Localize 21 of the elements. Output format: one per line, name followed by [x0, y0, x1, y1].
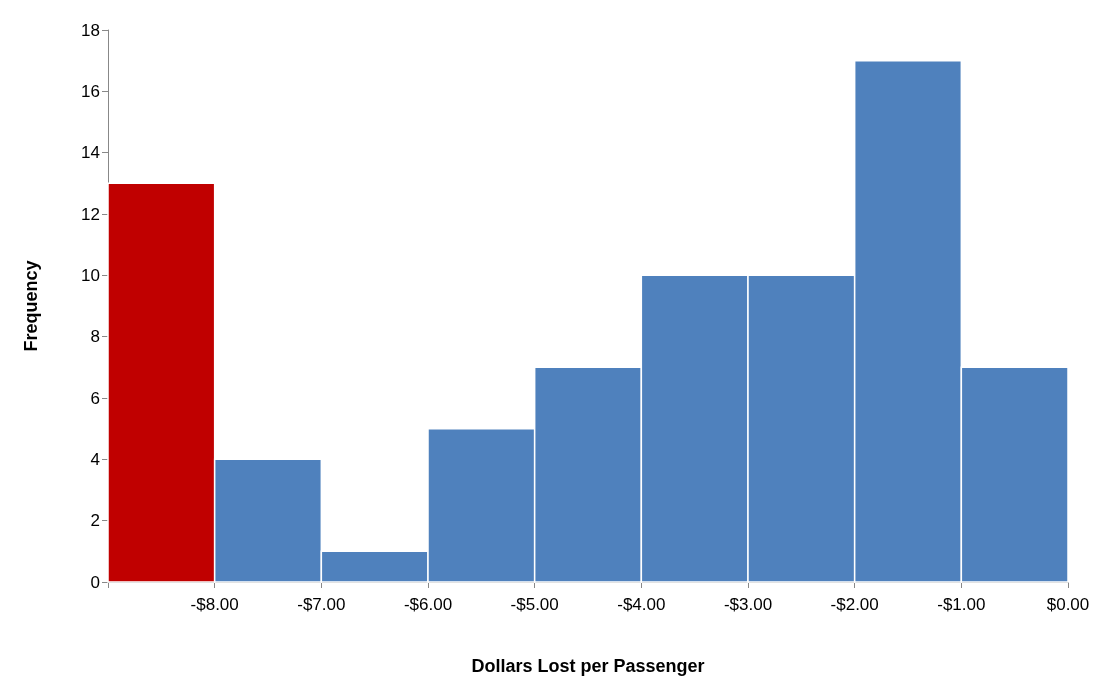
- x-tick-label: -$8.00: [190, 595, 239, 614]
- y-tick-label: 8: [90, 327, 100, 347]
- y-tick-label: 2: [90, 511, 100, 531]
- x-tick-label: -$5.00: [510, 595, 559, 614]
- y-tick-label: 12: [81, 204, 100, 224]
- y-tick-label: 10: [81, 265, 100, 285]
- x-tick-label: $0.00: [1046, 595, 1090, 614]
- x-tick-label: -$2.00: [830, 595, 879, 614]
- y-tick-label: 6: [90, 388, 100, 408]
- y-axis-title: Frequency: [21, 260, 41, 352]
- x-tick-label: -$3.00: [723, 595, 773, 614]
- x-tick-label: -$4.00: [617, 595, 666, 614]
- x-tick-label: -$1.00: [937, 595, 986, 614]
- x-tick-label: -$6.00: [403, 595, 453, 614]
- x-axis-title: Dollars Lost per Passenger: [471, 656, 705, 676]
- y-tick-label: 4: [90, 449, 100, 469]
- y-tick-label: 0: [90, 572, 100, 592]
- y-tick-label: 14: [81, 143, 100, 163]
- y-tick-label: 16: [81, 81, 100, 101]
- y-tick-label: 18: [81, 20, 100, 40]
- x-tick-label: -$7.00: [297, 595, 346, 614]
